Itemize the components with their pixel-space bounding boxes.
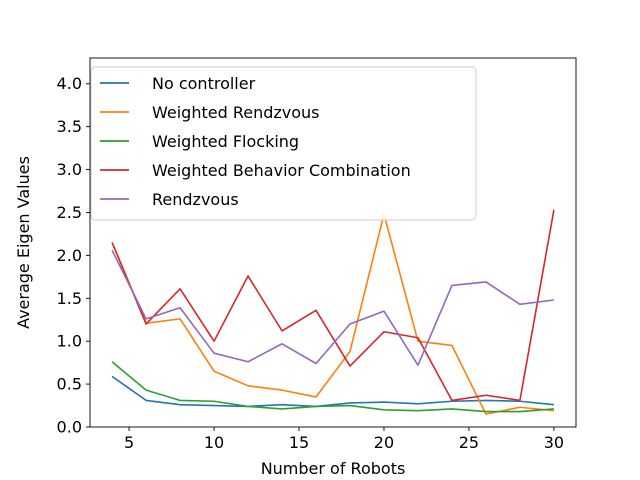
- y-tick-label: 2.5: [57, 203, 82, 222]
- x-tick-label: 15: [289, 433, 309, 452]
- x-tick-label: 5: [124, 433, 134, 452]
- y-tick-label: 1.0: [57, 332, 82, 351]
- legend-entry-4: Rendzvous: [152, 190, 239, 209]
- axes-layer: 5 10 15 20 25 30 0.0 0.5 1.0 1.5 2.0 2.5 3.0 3.5 4.0: [57, 57, 577, 452]
- series-line-0: [111, 375, 554, 408]
- series-line-2: [111, 361, 554, 413]
- series-line-4: [111, 249, 555, 367]
- x-tick-label: 20: [374, 433, 394, 452]
- x-tick-label: 30: [544, 433, 564, 452]
- y-axis-label: Average Eigen Values: [14, 156, 33, 329]
- y-tick-label: 0.0: [57, 418, 82, 437]
- legend: No controller Weighted Rendzvous Weighted …: [90, 66, 477, 221]
- y-tick-label: 2.0: [57, 246, 82, 265]
- series-line-1: [111, 213, 554, 415]
- x-tick-label: 10: [204, 433, 224, 452]
- y-tick-label: 4.0: [57, 74, 82, 93]
- y-tick-label: 3.5: [57, 117, 82, 136]
- axes-frame: [89, 57, 577, 428]
- legend-box: [90, 66, 477, 221]
- legend-entry-1: Weighted Rendzvous: [152, 103, 320, 122]
- series-line-3: [111, 209, 555, 402]
- legend-entry-3: Weighted Behavior Combination: [152, 161, 411, 180]
- legend-entry-2: Weighted Flocking: [152, 132, 299, 151]
- series-layer: [111, 209, 555, 415]
- x-axis-label: Number of Robots: [261, 459, 406, 478]
- y-tick-label: 0.5: [57, 375, 82, 394]
- y-tick-label: 3.0: [57, 160, 82, 179]
- legend-entry-0: No controller: [152, 74, 256, 93]
- y-tick-label: 1.5: [57, 289, 82, 308]
- x-tick-label: 25: [459, 433, 479, 452]
